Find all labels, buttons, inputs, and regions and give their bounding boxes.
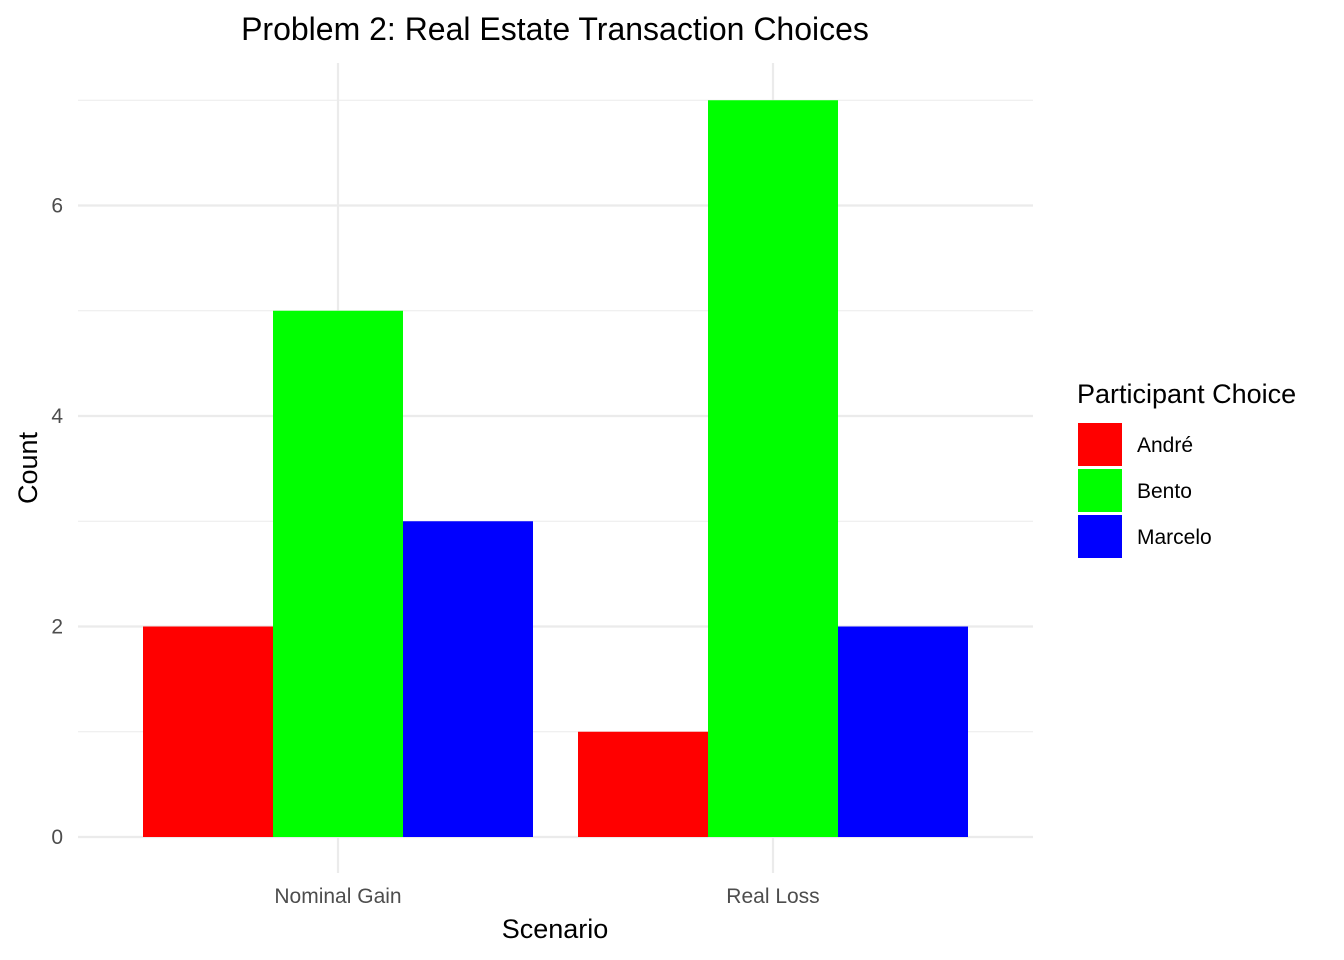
y-tick-label: 2 [51, 616, 63, 639]
bars [143, 100, 968, 837]
x-tick-label: Real Loss [726, 885, 819, 908]
legend-label: Marcelo [1137, 526, 1212, 549]
legend-key [1078, 423, 1122, 466]
bar-andre-1 [578, 731, 708, 837]
chart-title: Problem 2: Real Estate Transaction Choic… [241, 11, 869, 47]
bar-bento-0 [273, 310, 403, 837]
bar-andre-0 [143, 626, 273, 837]
y-axis-title: Count [13, 431, 43, 504]
legend-key [1078, 469, 1122, 512]
legend-key [1078, 515, 1122, 558]
bar-marcelo-0 [403, 521, 533, 837]
legend: Participant Choice André Bento Marcelo [1077, 379, 1296, 558]
legend-title: Participant Choice [1077, 379, 1296, 409]
legend-label: Bento [1137, 480, 1192, 503]
x-tick-label: Nominal Gain [274, 885, 401, 908]
x-axis-title: Scenario [502, 914, 609, 944]
bar-marcelo-1 [838, 626, 968, 837]
x-axis-ticks: Nominal Gain Real Loss [274, 885, 819, 908]
bar-bento-1 [708, 100, 838, 837]
y-axis-ticks: 0 2 4 6 [51, 195, 63, 850]
y-tick-label: 4 [51, 405, 63, 428]
legend-label: André [1137, 434, 1193, 457]
y-tick-label: 6 [51, 195, 63, 218]
y-tick-label: 0 [51, 826, 63, 849]
